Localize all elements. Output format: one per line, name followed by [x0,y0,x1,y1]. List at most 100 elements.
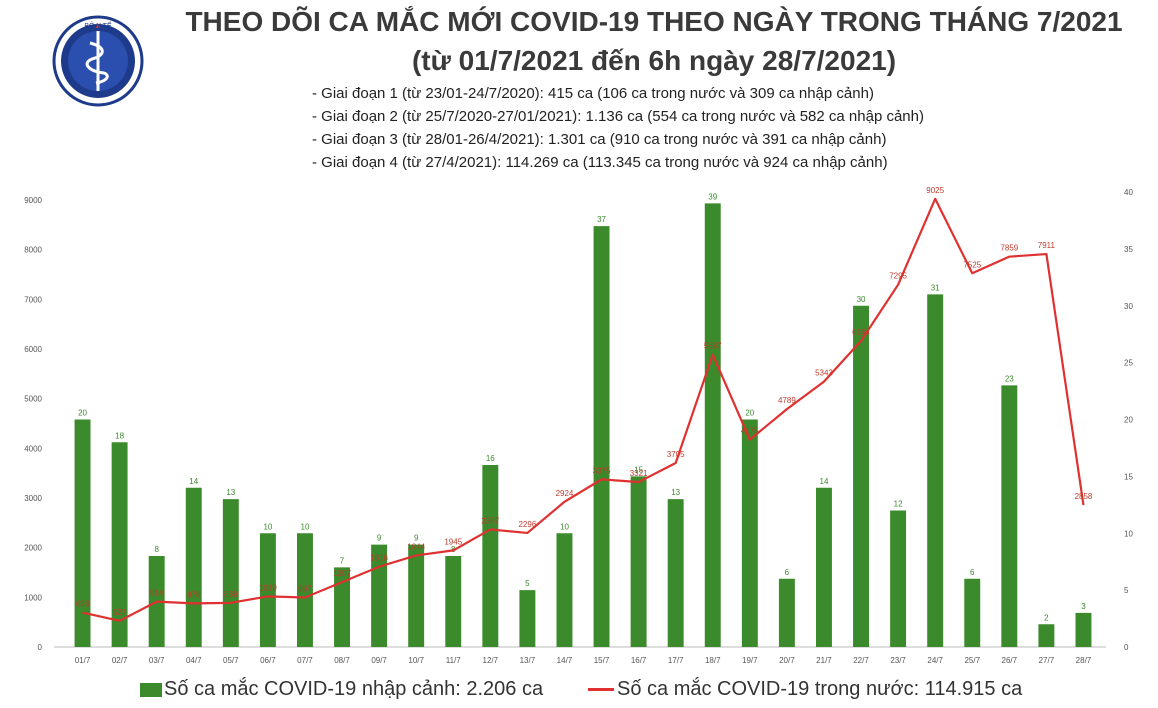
x-tick-label: 21/7 [816,656,832,665]
bar [1001,385,1018,647]
bar [890,510,907,647]
y-right-tick-label: 20 [1124,416,1133,425]
bar-value-label: 23 [1005,374,1014,383]
line-value-label: 7525 [963,260,981,269]
y-left-tick-label: 4000 [24,444,42,453]
x-tick-label: 27/7 [1039,656,1055,665]
bar-value-label: 12 [894,500,903,509]
bar [741,419,758,647]
line-value-label: 1945 [444,537,462,546]
line-value-label: 1019 [259,583,277,592]
line-value-label: 7295 [889,272,907,281]
x-tick-label: 26/7 [1002,656,1018,665]
bar [408,544,425,647]
y-right-tick-label: 25 [1124,359,1133,368]
x-tick-label: 22/7 [853,656,869,665]
bar [927,294,944,647]
chart-title: THEO DÕI CA MẮC MỚI COVID-19 THEO NGÀY T… [185,6,1123,37]
y-right-tick-label: 40 [1124,188,1133,197]
bar [259,533,276,647]
bar [111,442,128,647]
x-tick-label: 11/7 [446,656,462,665]
x-tick-label: 07/7 [297,656,313,665]
bar-value-label: 9 [377,534,382,543]
bar [1075,612,1092,647]
bar [222,499,239,647]
legend-bar-label: Số ca mắc COVID-19 nhập cảnh: 2.206 ca [164,678,544,700]
line-value-label: 4175 [741,427,759,436]
bar [778,578,795,647]
line-value-label: 878 [187,590,201,599]
line-value-label: 3375 [593,466,611,475]
line-value-label: 5887 [704,342,722,351]
x-tick-label: 03/7 [149,656,165,665]
line-value-label: 2367 [481,516,499,525]
y-left-tick-label: 8000 [24,246,42,255]
y-right-tick-label: 0 [1124,643,1129,652]
legend-line-series: Số ca mắc COVID-19 trong nước: 114.915 c… [588,678,1022,701]
bar-value-label: 6 [785,568,790,577]
bar [853,305,870,647]
y-left-tick-label: 2000 [24,544,42,553]
bar [556,533,573,647]
line-series-path [82,197,1085,622]
bar-value-label: 13 [671,488,680,497]
x-tick-label: 16/7 [631,656,647,665]
bar-value-label: 31 [931,283,940,292]
bar [630,476,647,647]
y-right-tick-label: 10 [1124,529,1133,538]
bar [445,556,462,647]
phase-note: - Giai đoạn 1 (từ 23/01-24/7/2020): 415 … [312,85,874,102]
x-tick-label: 14/7 [557,656,573,665]
x-tick-label: 05/7 [223,656,239,665]
bar-value-label: 15 [634,465,643,474]
phase-note: - Giai đoạn 4 (từ 27/4/2021): 114.269 ca… [312,154,888,171]
ministry-of-health-logo: BỘ Y TẾ [52,15,144,107]
bar-value-label: 3 [1081,602,1086,611]
x-tick-label: 06/7 [260,656,276,665]
line-value-label: 2858 [1075,492,1093,501]
phase-note: - Giai đoạn 2 (từ 25/7/2020-27/01/2021):… [312,108,924,125]
x-tick-label: 23/7 [890,656,906,665]
bar-value-label: 13 [226,488,235,497]
x-tick-label: 24/7 [927,656,943,665]
bar [815,487,832,647]
bar-value-label: 30 [857,295,866,304]
legend-line-swatch [588,688,614,692]
x-tick-label: 01/7 [75,656,91,665]
line-value-label: 5343 [815,369,833,378]
y-left-tick-label: 3000 [24,494,42,503]
bar-value-label: 10 [301,522,310,531]
y-left-tick-label: 1000 [24,593,42,602]
bar-value-label: 14 [820,477,829,486]
bar [593,226,610,647]
x-tick-label: 08/7 [334,656,350,665]
bar-value-label: 7 [340,556,345,565]
bar-value-label: 37 [597,215,606,224]
chart-subtitle: (từ 01/7/2021 đến 6h ngày 28/7/2021) [411,45,897,76]
line-value-label: 7911 [1038,241,1056,250]
phase-note: - Giai đoạn 3 (từ 28/01-26/4/2021): 1.30… [312,131,887,148]
bar [74,419,91,647]
line-value-label: 4789 [778,396,796,405]
y-left-tick-label: 0 [38,643,43,652]
line-value-label: 693 [76,600,90,609]
bar-value-label: 16 [486,454,495,463]
x-tick-label: 15/7 [594,656,610,665]
bar [371,544,388,647]
bar-value-label: 39 [708,192,717,201]
x-tick-label: 13/7 [520,656,536,665]
line-value-label: 6164 [852,328,870,337]
bar-value-label: 20 [745,409,754,418]
bar [964,578,981,647]
line-value-label: 3321 [630,469,648,478]
y-right-tick-label: 30 [1124,302,1133,311]
y-right-tick-label: 35 [1124,245,1133,254]
x-tick-label: 17/7 [668,656,684,665]
legend-line-label: Số ca mắc COVID-19 trong nước: 114.915 c… [617,678,1023,700]
bar [667,499,684,647]
x-tick-label: 12/7 [483,656,499,665]
line-value-label: 7859 [1000,244,1018,253]
bar-value-label: 9 [414,534,419,543]
x-tick-label: 09/7 [371,656,387,665]
